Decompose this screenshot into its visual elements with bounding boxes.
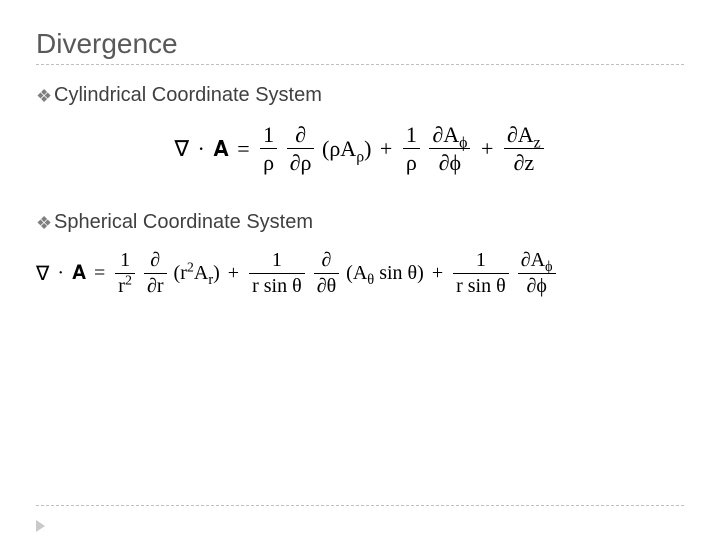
corner-arrow-icon [36,520,45,532]
bullet-icon: ❖ [36,210,54,235]
fraction: 1 r sin θ [453,249,509,298]
fraction: ∂ ∂ρ [287,122,315,176]
vector-a: 𝐀 [72,262,86,285]
nabla: ∇ [36,261,49,286]
plus: + [225,262,242,285]
plus: + [429,262,446,285]
plus: + [377,136,395,162]
fraction: 1 r2 [115,249,135,298]
list-item: ❖ Cylindrical Coordinate System [36,83,684,108]
vector-a: 𝐀 [213,136,228,162]
bottom-divider [36,505,684,506]
item-label-spherical: Spherical Coordinate System [54,210,313,234]
bullet-icon: ❖ [36,83,54,108]
fraction: ∂Aϕ ∂ϕ [518,249,556,298]
page-title: Divergence [36,28,684,60]
fraction: ∂Aϕ ∂ϕ [429,122,470,176]
dot-operator: · [195,136,208,162]
equals: = [234,136,252,162]
formula-cylindrical: ∇ · 𝐀 = 1 ρ ∂ ∂ρ (ρAρ) + 1 ρ ∂Aϕ ∂ϕ [36,122,684,176]
fraction: 1 r sin θ [249,249,305,298]
fraction: ∂ ∂θ [314,249,339,298]
fraction: 1 ρ [260,122,277,176]
equals: = [91,262,108,285]
paren-group: (Aθ sin θ) [346,262,424,285]
fraction: 1 ρ [403,122,420,176]
plus: + [478,136,496,162]
title-divider [36,64,684,65]
list-item: ❖ Spherical Coordinate System [36,210,684,235]
nabla: ∇ [174,136,189,162]
fraction: ∂Az ∂z [504,122,544,176]
paren-group: (ρAρ) [322,136,371,162]
item-label-cylindrical: Cylindrical Coordinate System [54,83,322,107]
formula-spherical: ∇ · 𝐀 = 1 r2 ∂ ∂r (r2Ar) + 1 r sin θ ∂ [36,249,684,298]
dot-operator: · [54,262,67,285]
slide: Divergence ❖ Cylindrical Coordinate Syst… [0,0,720,540]
paren-group: (r2Ar) [174,262,220,285]
fraction: ∂ ∂r [144,249,167,298]
